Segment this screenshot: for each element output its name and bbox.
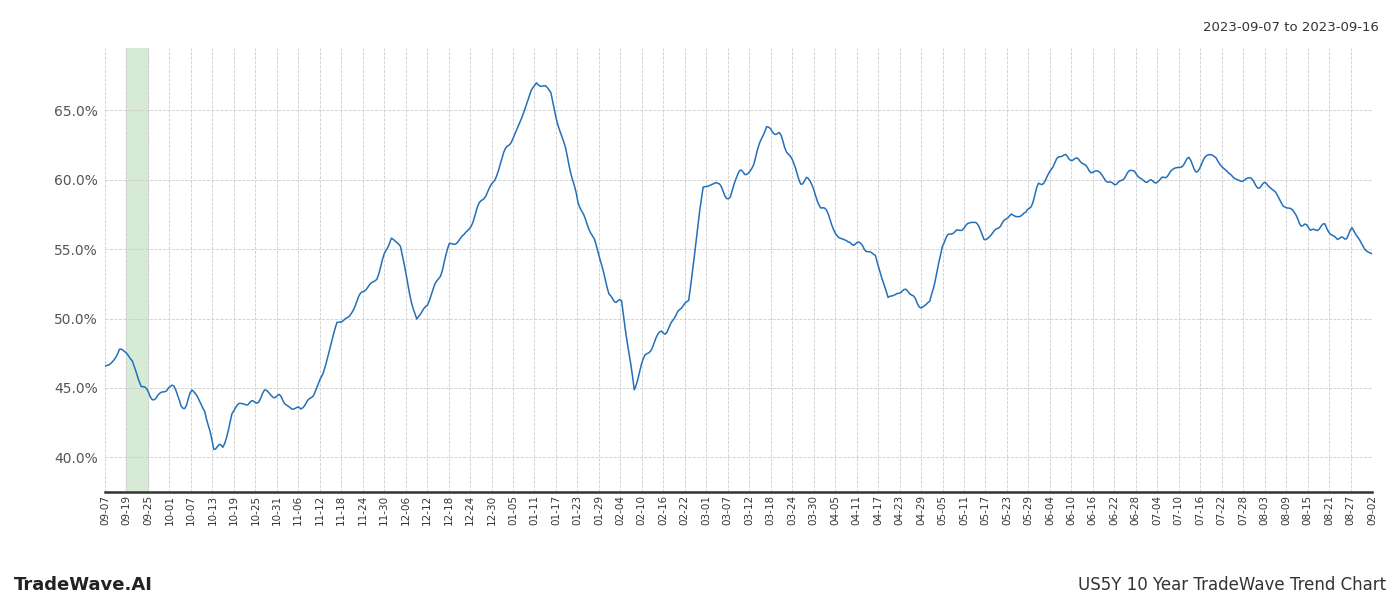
Text: TradeWave.AI: TradeWave.AI <box>14 576 153 594</box>
Text: US5Y 10 Year TradeWave Trend Chart: US5Y 10 Year TradeWave Trend Chart <box>1078 576 1386 594</box>
Bar <box>126 48 148 492</box>
Text: 2023-09-07 to 2023-09-16: 2023-09-07 to 2023-09-16 <box>1203 21 1379 34</box>
